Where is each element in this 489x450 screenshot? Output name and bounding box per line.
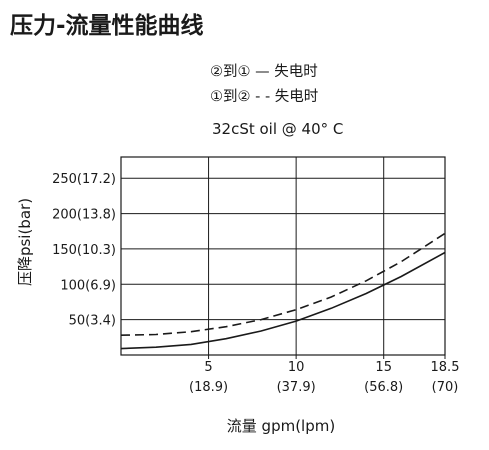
legend-label-dashed: ①到② - - 失电时 [210, 88, 318, 105]
oil-condition-label: 32cSt oil @ 40° C [212, 120, 343, 138]
x-tick-label: 15 [375, 360, 392, 375]
x-tick-sublabel: (37.9) [277, 380, 316, 395]
x-axis-label: 流量 gpm(lpm) [227, 417, 335, 435]
y-tick-label: 200(13.8) [52, 208, 116, 223]
y-axis-label: 压降psi(bar) [16, 198, 34, 286]
plot-frame [120, 156, 446, 356]
x-tick-label: 18.5 [431, 360, 460, 375]
x-tick-sublabel: (56.8) [364, 380, 403, 395]
plot-area: 5 (18.9) 10 (37.9) 15 (56.8) 18.5 (70) 50(3.4) 10… [52, 156, 460, 395]
x-tick-label: 5 [204, 360, 212, 375]
y-tick-label: 250(17.2) [52, 172, 116, 187]
y-tick-label: 100(6.9) [60, 278, 116, 293]
series-line-solid [120, 251, 446, 350]
x-tick-sublabel: (18.9) [189, 380, 228, 395]
y-tick-label: 50(3.4) [69, 314, 116, 329]
x-tick-label: 10 [288, 360, 305, 375]
series-line-dashed [120, 232, 446, 336]
page-title: 压力-流量性能曲线 [10, 12, 204, 39]
x-tick-sublabel: (70) [432, 380, 459, 395]
legend-label-solid: ②到① — 失电时 [210, 63, 318, 80]
y-tick-label: 150(10.3) [52, 243, 116, 258]
